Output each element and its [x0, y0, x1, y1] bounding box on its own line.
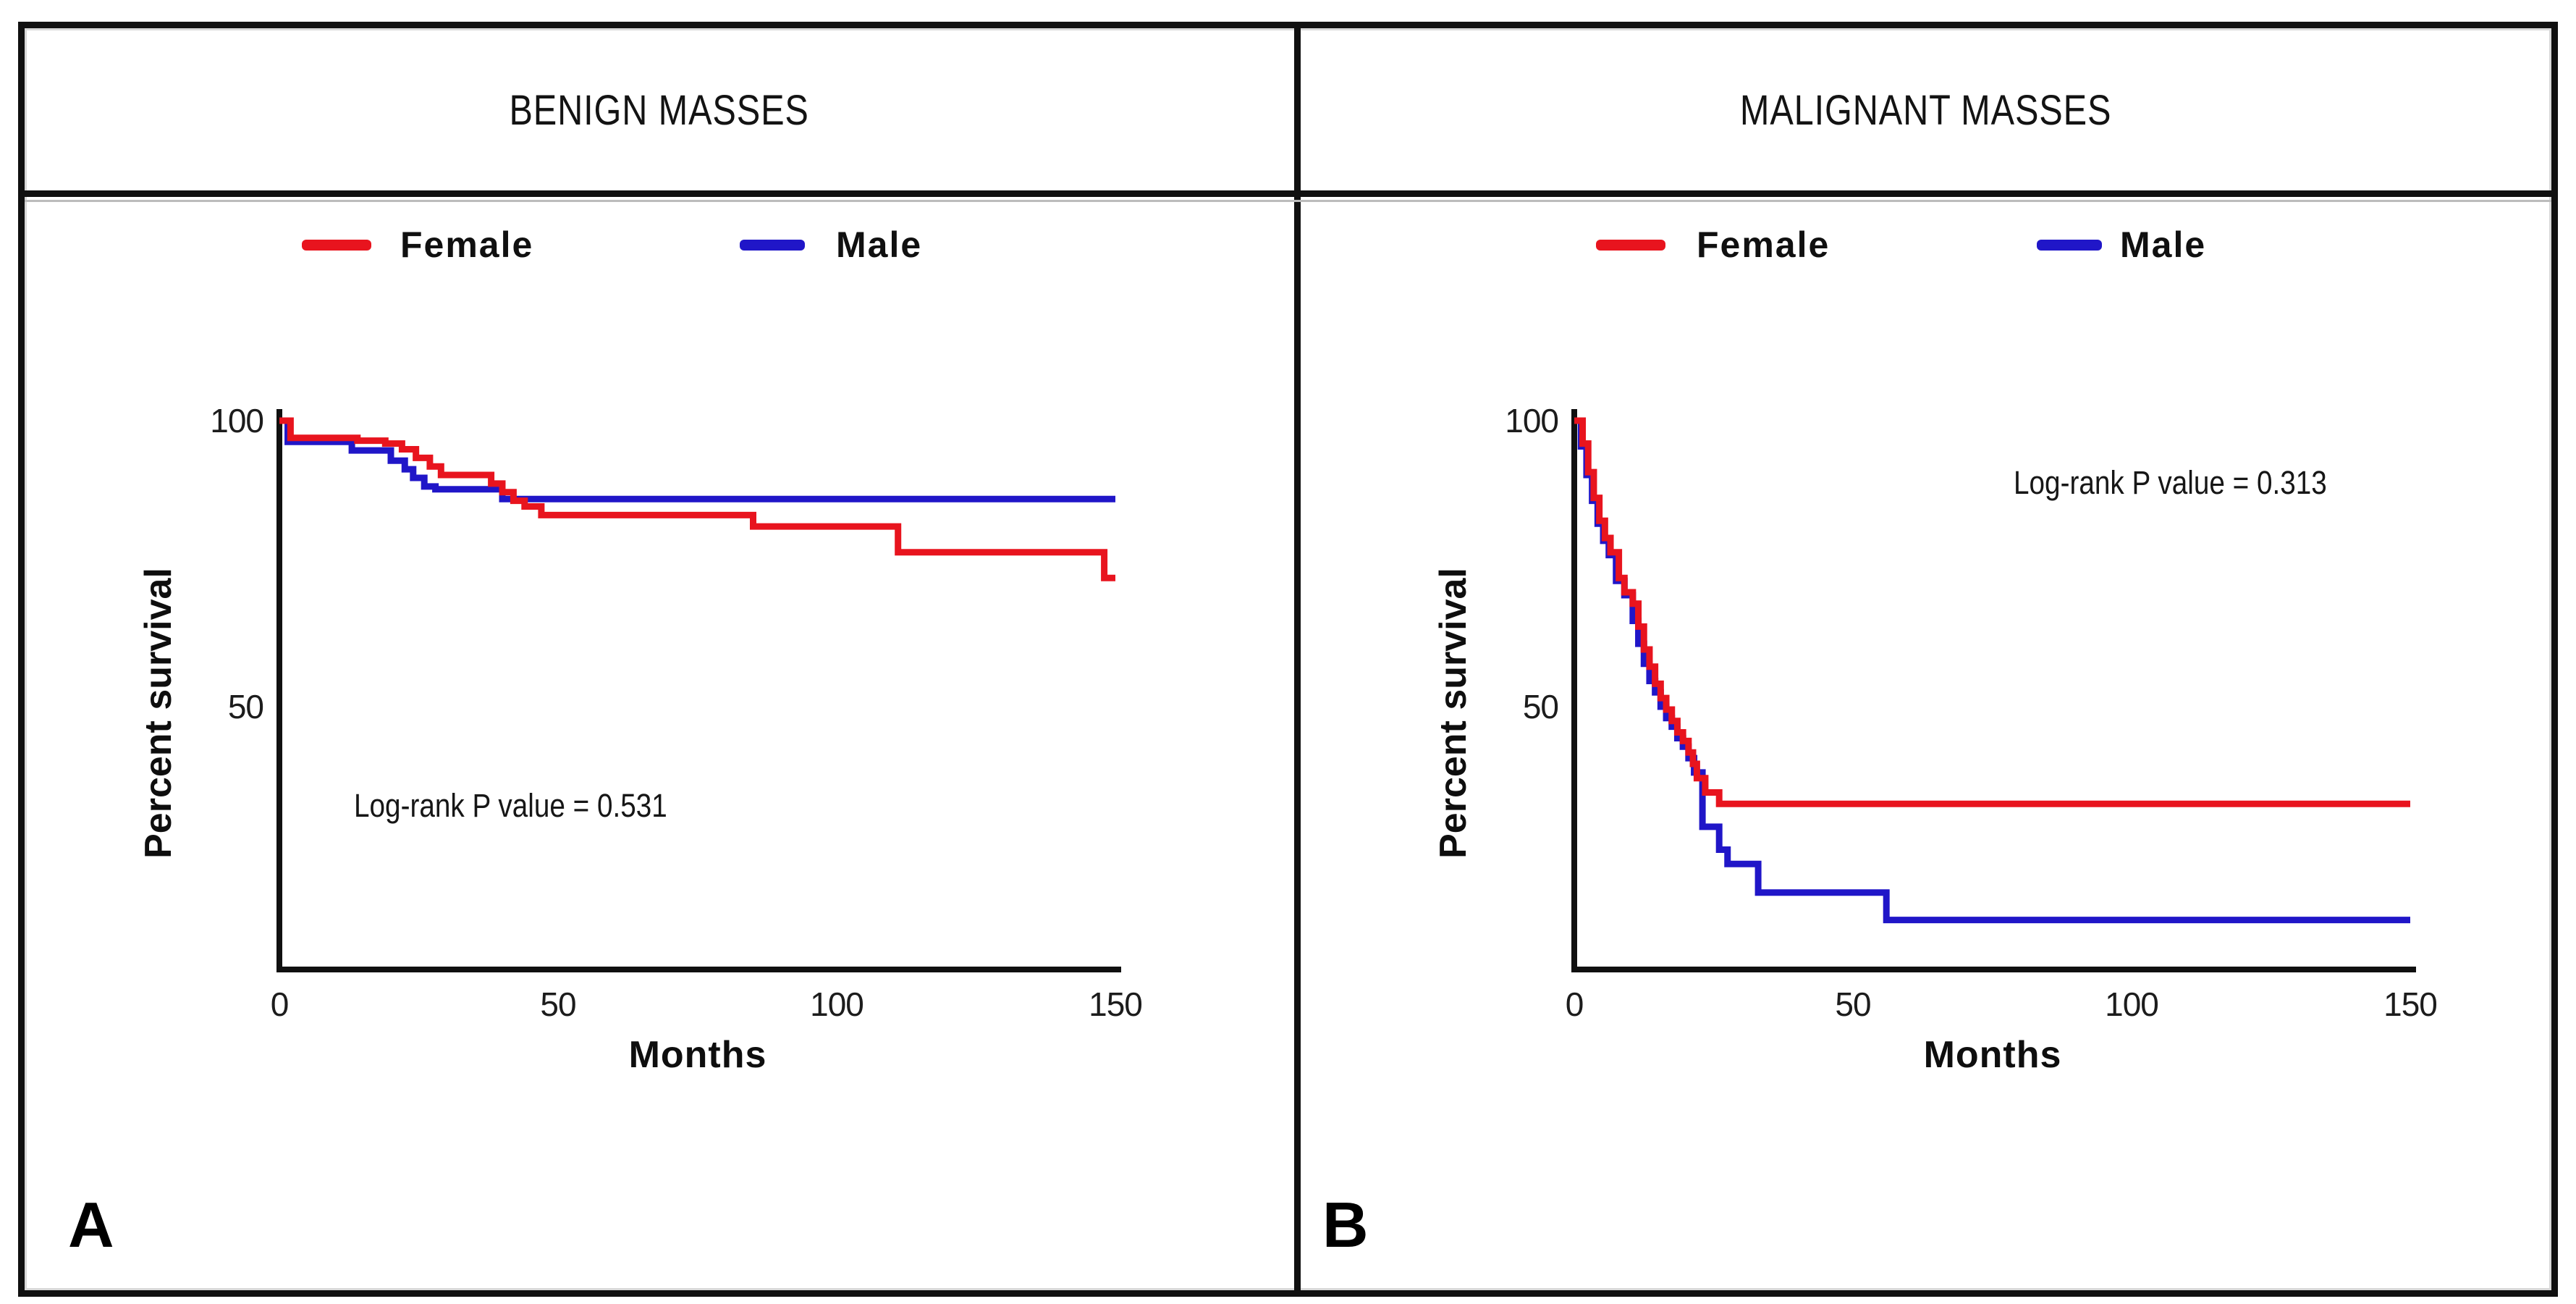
logrank-pvalue-b: Log-rank P value = 0.313 — [2014, 464, 2327, 501]
y-tick-label: 100 — [1505, 402, 1558, 439]
panel-b-title: MALIGNANT MASSES — [1740, 87, 2112, 134]
female-legend-dash — [1596, 240, 1665, 251]
male-legend-dash — [740, 240, 805, 251]
x-tick-label: 50 — [540, 985, 575, 1023]
panel-b-title-cell: MALIGNANT MASSES — [1301, 30, 2551, 190]
y-tick-label: 50 — [1523, 688, 1558, 725]
panel-divider — [1294, 28, 1301, 1290]
female-legend-label: Female — [1697, 224, 1830, 265]
male-legend-label: Male — [836, 224, 923, 265]
logrank-pvalue-a: Log-rank P value = 0.531 — [354, 787, 667, 824]
panel-a: 100 50 0 50 100 150 Female Male Log-rank P va… — [25, 202, 1294, 1290]
axis-lines — [276, 409, 1121, 972]
panel-a-title-cell: BENIGN MASSES — [25, 30, 1294, 190]
female-survival-curve — [279, 417, 1115, 581]
y-tick-label: 100 — [210, 402, 263, 439]
x-tick-label: 150 — [1089, 985, 1142, 1023]
x-tick-label: 0 — [1566, 985, 1584, 1023]
x-tick-label: 0 — [271, 985, 289, 1023]
x-axis-label-a: Months — [628, 1034, 767, 1076]
panel-a-title: BENIGN MASSES — [509, 87, 810, 134]
x-tick-label: 100 — [810, 985, 863, 1023]
survival-chart-b: 100 50 0 50 100 150 — [1505, 402, 2438, 1023]
y-axis-label-b: Percent survival — [1432, 568, 1474, 859]
x-tick-label: 150 — [2383, 985, 2437, 1023]
y-tick-label: 50 — [228, 688, 263, 725]
figure-border — [18, 22, 2558, 1297]
panel-letter-a: A — [68, 1189, 114, 1261]
female-survival-curve — [1574, 417, 2410, 807]
male-legend-dash — [2037, 240, 2102, 251]
female-legend-dash — [302, 240, 371, 251]
panel-letter-b: B — [1322, 1189, 1369, 1261]
title-separator-shadow — [25, 200, 2551, 202]
female-legend-label: Female — [400, 224, 534, 265]
x-tick-label: 100 — [2105, 985, 2158, 1023]
male-legend-label: Male — [2120, 224, 2207, 265]
y-axis-label-a: Percent survival — [138, 568, 180, 859]
x-axis-label-b: Months — [1923, 1034, 2062, 1076]
panel-b: 100 50 0 50 100 150 Female Male Log-rank P va… — [1301, 202, 2551, 1290]
male-survival-curve — [279, 417, 1115, 502]
title-separator — [25, 190, 2551, 197]
survival-chart-a: 100 50 0 50 100 150 — [210, 402, 1143, 1023]
axis-lines — [1571, 409, 2416, 972]
x-tick-label: 50 — [1835, 985, 1870, 1023]
